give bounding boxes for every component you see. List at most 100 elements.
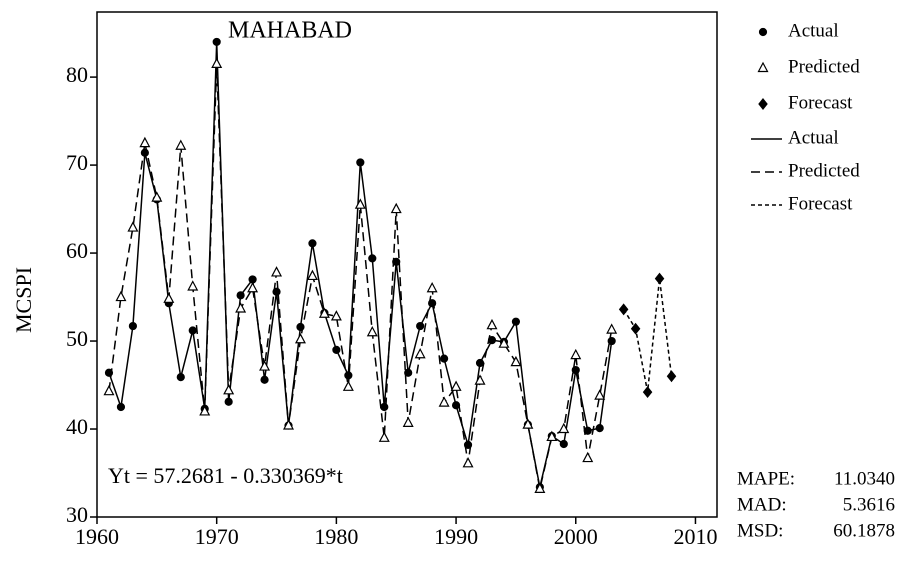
- series-line: [108, 63, 613, 490]
- stat-label: MAD:: [737, 494, 787, 515]
- predicted-point: [283, 419, 295, 430]
- legend-label: Forecast: [788, 193, 853, 214]
- forecast-point: [630, 322, 641, 335]
- predicted-point: [438, 396, 450, 407]
- x-tick-label: 2000: [554, 524, 598, 549]
- y-axis-label: MCSPI: [11, 267, 36, 333]
- predicted-point: [546, 430, 558, 442]
- actual-point: [463, 440, 473, 449]
- actual-point: [128, 321, 138, 331]
- actual-point: [140, 148, 149, 157]
- predicted-point: [354, 198, 366, 209]
- predicted-point: [366, 325, 378, 337]
- predicted-point: [570, 348, 582, 360]
- legend-symbol: [757, 61, 769, 73]
- equation: Yt = 57.2681 - 0.330369*t: [108, 463, 343, 488]
- predicted-point: [582, 451, 594, 463]
- actual-point: [176, 373, 185, 382]
- x-tick-label: 1990: [434, 524, 478, 549]
- actual-point: [188, 326, 197, 335]
- predicted-point: [259, 360, 271, 371]
- predicted-point: [498, 337, 510, 348]
- y-tick-label: 40: [66, 414, 88, 439]
- predicted-point: [486, 318, 498, 330]
- actual-point: [416, 321, 425, 331]
- predicted-point: [426, 281, 438, 293]
- stat-value: 5.3616: [843, 494, 895, 515]
- actual-point: [356, 158, 365, 167]
- actual-point: [212, 37, 221, 47]
- series-line: [623, 278, 673, 393]
- actual-point: [236, 291, 245, 300]
- actual-point: [583, 426, 592, 435]
- predicted-point: [187, 280, 199, 291]
- x-tick-label: 2010: [673, 524, 717, 549]
- actual-point: [308, 239, 317, 248]
- actual-point: [571, 365, 580, 375]
- actual-point: [380, 402, 389, 412]
- actual-point: [260, 375, 269, 384]
- predicted-point: [534, 482, 546, 493]
- actual-point: [344, 371, 353, 380]
- actual-point: [451, 401, 461, 410]
- actual-point: [392, 257, 401, 266]
- predicted-point: [103, 384, 115, 396]
- forecast-point: [618, 303, 629, 316]
- predicted-point: [378, 431, 390, 442]
- predicted-point: [606, 323, 618, 334]
- predicted-point: [163, 292, 175, 303]
- predicted-point: [151, 191, 163, 202]
- actual-point: [511, 317, 521, 326]
- y-tick-label: 70: [66, 150, 88, 175]
- y-tick-label: 50: [66, 326, 88, 351]
- predicted-point: [294, 332, 306, 344]
- chart-title: MAHABAD: [228, 18, 352, 44]
- predicted-point: [175, 139, 187, 150]
- forecast-point: [654, 272, 665, 285]
- actual-point: [296, 322, 305, 332]
- predicted-point: [342, 380, 354, 391]
- actual-point: [224, 397, 233, 406]
- actual-point: [116, 402, 126, 412]
- forecast-point: [642, 386, 653, 399]
- actual-point: [475, 358, 485, 368]
- actual-point: [332, 345, 341, 354]
- x-tick-label: 1980: [314, 524, 358, 549]
- predicted-point: [390, 202, 402, 214]
- legend-symbol: [758, 98, 768, 110]
- predicted-point: [522, 418, 534, 429]
- predicted-point: [450, 380, 462, 391]
- predicted-point: [235, 302, 247, 313]
- legend-symbol: [758, 27, 768, 37]
- predicted-point: [127, 221, 139, 232]
- actual-point: [607, 336, 616, 346]
- stat-label: MAPE:: [737, 468, 795, 489]
- actual-point: [404, 368, 413, 377]
- series-line: [108, 41, 613, 488]
- forecast-point: [666, 370, 677, 383]
- predicted-point: [414, 347, 426, 359]
- predicted-point: [594, 389, 606, 400]
- legend-label: Predicted: [788, 56, 860, 77]
- y-tick-label: 80: [66, 62, 88, 87]
- legend-label: Predicted: [788, 160, 860, 181]
- actual-point: [595, 424, 604, 433]
- predicted-point: [306, 269, 318, 281]
- predicted-point: [247, 281, 259, 293]
- predicted-point: [510, 355, 522, 367]
- predicted-point: [115, 290, 127, 302]
- actual-point: [487, 336, 497, 345]
- x-tick-label: 1960: [75, 524, 119, 549]
- stat-value: 60.1878: [833, 520, 895, 541]
- predicted-point: [318, 307, 330, 318]
- actual-point: [272, 287, 281, 296]
- plot-frame: [96, 11, 718, 518]
- legend-label: Actual: [788, 20, 839, 41]
- actual-point: [440, 354, 449, 363]
- x-tick-label: 1970: [195, 524, 239, 549]
- actual-point: [559, 439, 568, 449]
- predicted-point: [211, 57, 223, 69]
- predicted-point: [330, 310, 342, 321]
- predicted-point: [223, 384, 235, 395]
